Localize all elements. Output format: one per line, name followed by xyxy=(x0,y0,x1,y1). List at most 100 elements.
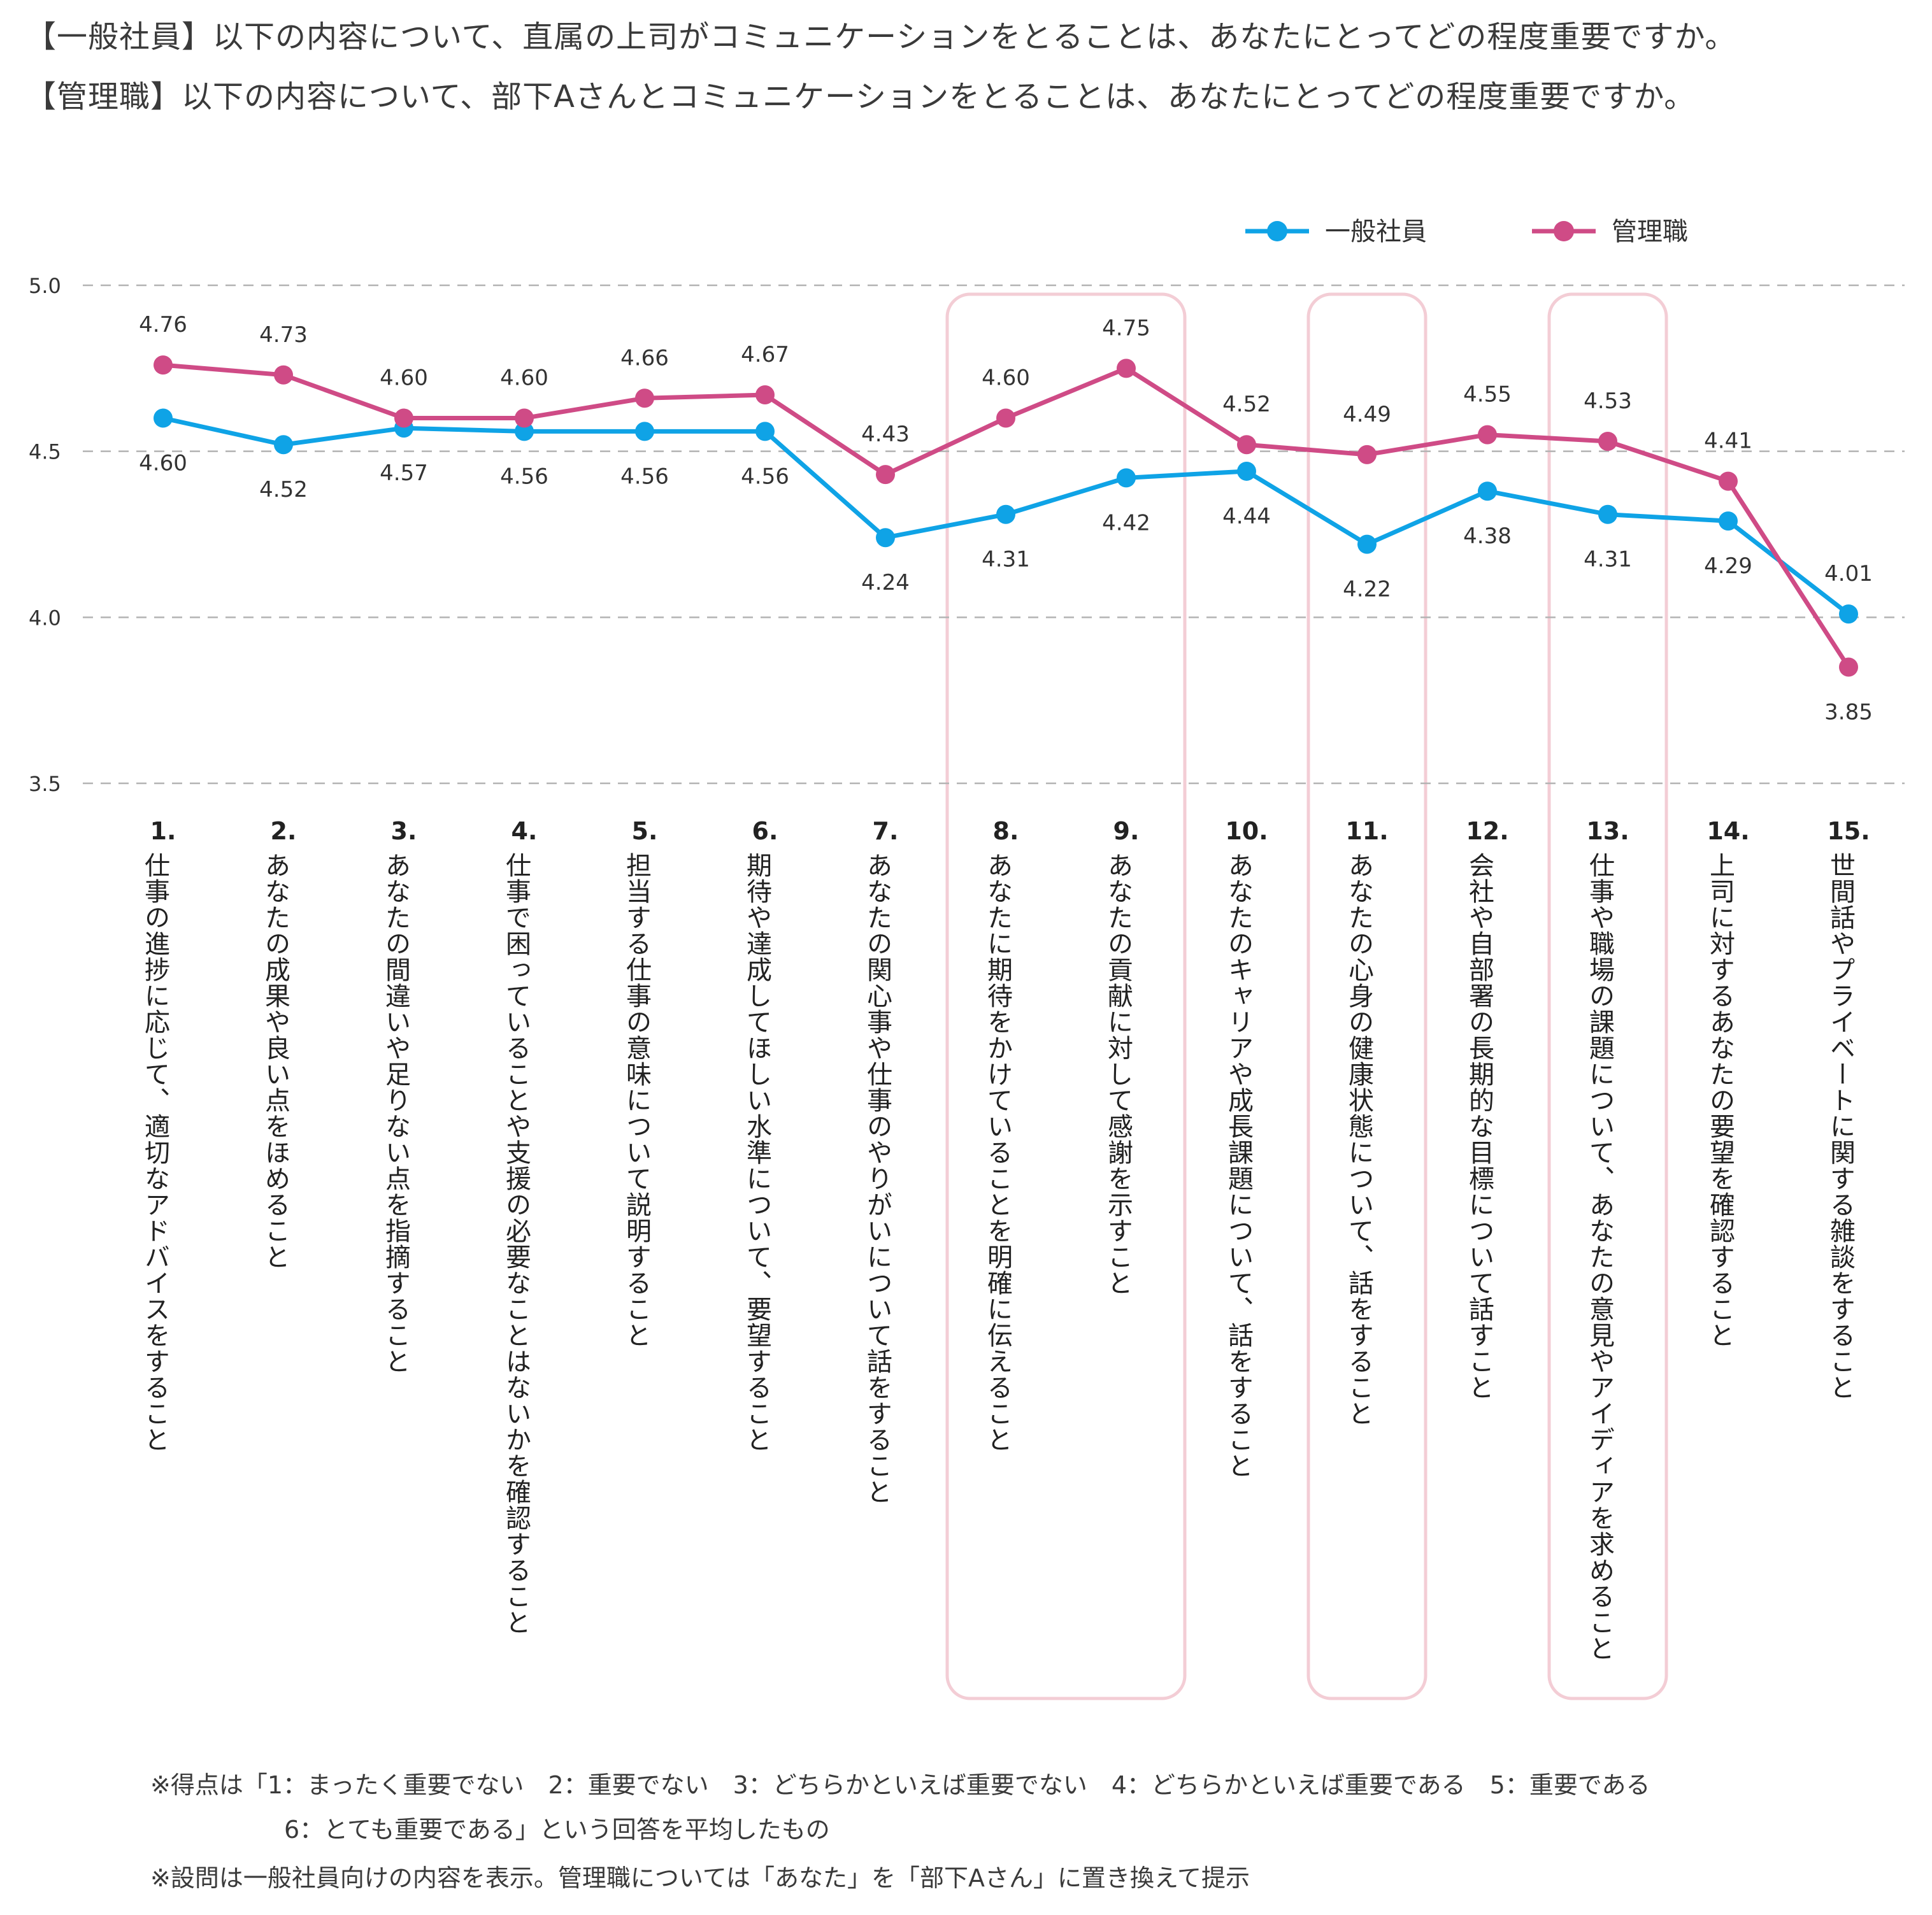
data-label-employee: 4.42 xyxy=(1102,510,1150,536)
legend-label-employee: 一般社員 xyxy=(1325,217,1427,246)
category-number: 1. xyxy=(150,817,176,845)
data-point-manager xyxy=(1357,445,1377,464)
data-point-manager xyxy=(1598,432,1617,452)
category-label: あなたの心身の健康状態について、話をすること xyxy=(1344,852,1373,1427)
category-label: 仕事の進捗に応じて、適切なアドバイスをすること xyxy=(140,852,170,1453)
data-point-manager xyxy=(755,385,775,405)
data-label-manager: 4.52 xyxy=(1222,392,1271,417)
category-label: 期待や達成してほしい水準について、要望すること xyxy=(742,852,771,1453)
category-number: 9. xyxy=(1113,817,1140,845)
category-label: あなたの間違いや足りない点を指摘すること xyxy=(381,852,410,1374)
data-label-manager: 4.60 xyxy=(982,366,1030,391)
category-number: 2. xyxy=(271,817,297,845)
data-point-manager xyxy=(394,408,413,428)
category-number: 14. xyxy=(1707,817,1749,845)
data-label-employee: 4.01 xyxy=(1824,561,1873,587)
category-label: あなたに期待をかけていることを明確に伝えること xyxy=(983,852,1012,1453)
data-point-employee xyxy=(1598,504,1617,524)
category-label: 担当する仕事の意味について説明すること xyxy=(622,852,652,1348)
y-tick-label: 4.5 xyxy=(29,440,61,464)
data-label-employee: 4.31 xyxy=(1584,547,1632,573)
data-point-manager xyxy=(876,465,895,485)
data-point-employee xyxy=(876,528,895,548)
data-point-employee xyxy=(1237,461,1256,481)
data-label-manager: 4.43 xyxy=(861,422,910,447)
y-tick-label: 3.5 xyxy=(29,772,61,796)
category-label: あなたの関心事や仕事のやりがいについて話をすること xyxy=(862,852,892,1505)
data-point-manager xyxy=(1839,657,1858,677)
category-label: 仕事や職場の課題について、あなたの意見やアイディアを求めること xyxy=(1585,852,1615,1662)
highlight-box xyxy=(1547,292,1668,1700)
data-point-employee xyxy=(1478,481,1497,501)
data-label-manager: 4.49 xyxy=(1343,402,1391,427)
category-number: 12. xyxy=(1466,817,1508,845)
category-number: 6. xyxy=(752,817,778,845)
data-point-manager xyxy=(274,365,293,385)
legend-label-manager: 管理職 xyxy=(1612,217,1688,246)
category-label: あなたの貢献に対して感謝を示すこと xyxy=(1103,852,1133,1296)
data-label-manager: 3.85 xyxy=(1824,700,1873,725)
footnote-scale-2: 6：とても重要である」という回答を平均したもの xyxy=(284,1816,830,1844)
data-point-manager xyxy=(1237,435,1256,455)
y-tick-label: 5.0 xyxy=(29,274,61,298)
data-point-manager xyxy=(996,408,1015,428)
data-label-manager: 4.75 xyxy=(1102,315,1150,341)
footnote-question: ※設問は一般社員向けの内容を表示。管理職については「あなた」を「部下Aさん」に置… xyxy=(150,1864,1250,1892)
category-label: 仕事で困っていることや支援の必要なことはないかを確認すること xyxy=(501,852,531,1635)
data-label-employee: 4.29 xyxy=(1704,553,1752,579)
data-label-employee: 4.56 xyxy=(620,464,669,489)
data-label-employee: 4.52 xyxy=(259,477,308,502)
category-number: 4. xyxy=(512,817,538,845)
data-point-employee xyxy=(1839,604,1858,624)
data-label-manager: 4.67 xyxy=(741,342,789,367)
data-label-manager: 4.60 xyxy=(500,366,548,391)
data-point-employee xyxy=(755,422,775,441)
data-point-manager xyxy=(1719,471,1738,491)
category-number: 11. xyxy=(1345,817,1388,845)
category-number: 8. xyxy=(993,817,1019,845)
chart-title-manager: 【管理職】以下の内容について、部下Aさんとコミュニケーションをとることは、あなた… xyxy=(25,79,1696,115)
category-label: あなたのキャリアや成長課題について、話をすること xyxy=(1224,852,1253,1479)
data-label-employee: 4.31 xyxy=(982,547,1030,573)
line-chart: 5.0 4.5 4.0 3.5 一般社員 管理職 4.60 4.76 4.52 4.73 4.57 4… xyxy=(29,217,1905,1700)
data-point-employee xyxy=(1357,534,1377,554)
category-number: 15. xyxy=(1827,817,1870,845)
data-label-employee: 4.44 xyxy=(1222,504,1271,529)
y-tick-label: 4.0 xyxy=(29,606,61,630)
data-label-employee: 4.22 xyxy=(1343,577,1391,602)
category-label: 会社や自部署の長期的な目標について話すこと xyxy=(1464,852,1494,1400)
data-label-employee: 4.60 xyxy=(139,451,187,476)
category-number: 13. xyxy=(1586,817,1629,845)
data-label-employee: 4.38 xyxy=(1463,523,1512,549)
data-point-employee xyxy=(154,408,173,428)
highlight-box xyxy=(1306,292,1428,1700)
data-label-manager: 4.66 xyxy=(620,345,669,371)
data-label-manager: 4.41 xyxy=(1704,429,1752,454)
data-label-employee: 4.57 xyxy=(380,460,428,486)
chart-title-employee: 【一般社員】以下の内容について、直属の上司がコミュニケーションをとることは、あな… xyxy=(25,19,1736,55)
data-label-manager: 4.53 xyxy=(1584,388,1632,414)
footnote-scale-1: ※得点は「1：まったく重要でない 2：重要でない 3：どちらかといえば重要でない… xyxy=(150,1771,1650,1799)
category-label: あなたの成果や良い点をほめること xyxy=(261,852,290,1270)
data-label-manager: 4.76 xyxy=(139,312,187,338)
data-label-manager: 4.55 xyxy=(1463,382,1512,408)
data-point-manager xyxy=(635,388,654,408)
category-number: 5. xyxy=(632,817,658,845)
data-point-employee xyxy=(635,422,654,441)
category-number: 3. xyxy=(391,817,417,845)
category-label: 世間話やプライベートに関する雑談をすること xyxy=(1826,852,1855,1400)
data-point-employee xyxy=(515,422,534,441)
data-point-manager xyxy=(1117,359,1136,378)
data-point-manager xyxy=(515,408,534,428)
data-label-employee: 4.24 xyxy=(861,570,910,595)
highlight-box xyxy=(945,292,1187,1700)
legend-marker xyxy=(1554,221,1574,241)
data-label-employee: 4.56 xyxy=(741,464,789,489)
category-number: 7. xyxy=(873,817,899,845)
category-label: 上司に対するあなたの要望を確認すること xyxy=(1705,852,1735,1348)
data-label-manager: 4.60 xyxy=(380,366,428,391)
data-label-manager: 4.73 xyxy=(259,322,308,348)
data-point-manager xyxy=(154,355,173,375)
category-number: 10. xyxy=(1225,817,1268,845)
data-point-employee xyxy=(1117,468,1136,488)
